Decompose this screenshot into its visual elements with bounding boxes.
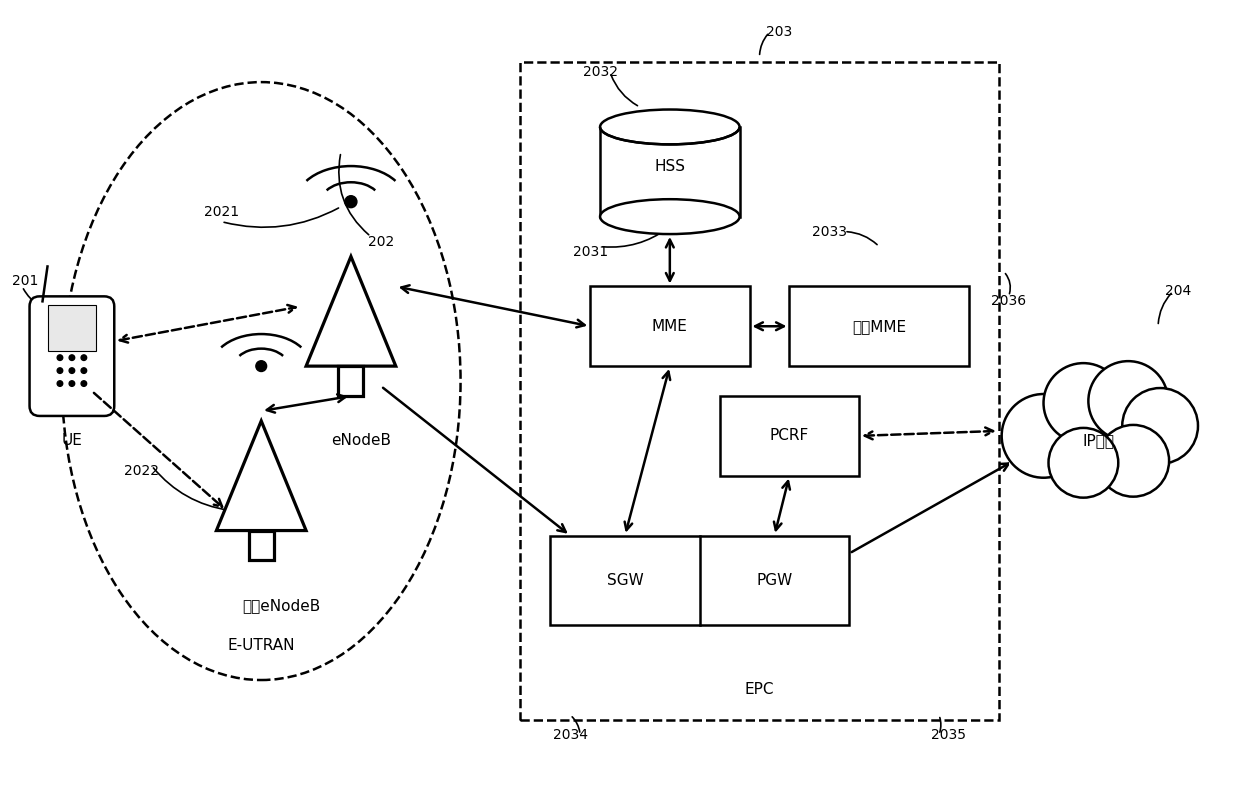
Text: 其它eNodeB: 其它eNodeB xyxy=(242,598,320,613)
Text: UE: UE xyxy=(62,433,82,449)
Circle shape xyxy=(57,368,63,373)
Text: 201: 201 xyxy=(12,275,38,288)
Text: 2036: 2036 xyxy=(991,294,1027,308)
Polygon shape xyxy=(217,421,306,530)
FancyBboxPatch shape xyxy=(590,287,749,366)
Circle shape xyxy=(1089,361,1168,441)
Ellipse shape xyxy=(600,199,739,234)
Text: 2035: 2035 xyxy=(931,728,966,742)
Polygon shape xyxy=(339,366,363,396)
Circle shape xyxy=(81,368,87,373)
FancyBboxPatch shape xyxy=(790,287,968,366)
Text: MME: MME xyxy=(652,319,688,334)
Circle shape xyxy=(69,368,74,373)
Circle shape xyxy=(1097,425,1169,497)
Polygon shape xyxy=(1008,411,1188,465)
Text: SGW: SGW xyxy=(606,573,644,588)
FancyBboxPatch shape xyxy=(47,304,97,351)
Circle shape xyxy=(1122,388,1198,464)
FancyBboxPatch shape xyxy=(30,296,114,416)
Text: 202: 202 xyxy=(368,235,394,248)
FancyBboxPatch shape xyxy=(551,536,849,626)
Polygon shape xyxy=(249,530,274,561)
Circle shape xyxy=(1044,363,1123,443)
Text: 2021: 2021 xyxy=(203,205,239,219)
Circle shape xyxy=(69,355,74,360)
Text: 2034: 2034 xyxy=(553,728,588,742)
Text: IP业务: IP业务 xyxy=(1083,433,1115,449)
Text: EPC: EPC xyxy=(745,682,774,698)
Circle shape xyxy=(81,380,87,386)
Text: 203: 203 xyxy=(766,26,792,39)
Ellipse shape xyxy=(600,110,739,144)
FancyBboxPatch shape xyxy=(719,396,859,476)
Text: eNodeB: eNodeB xyxy=(331,433,391,449)
Text: PGW: PGW xyxy=(756,573,792,588)
Text: 2022: 2022 xyxy=(124,464,159,477)
Text: PCRF: PCRF xyxy=(770,429,808,444)
Circle shape xyxy=(81,355,87,360)
Text: 2031: 2031 xyxy=(573,244,608,259)
Text: 204: 204 xyxy=(1164,284,1192,299)
Circle shape xyxy=(345,195,357,207)
Polygon shape xyxy=(600,127,739,216)
Polygon shape xyxy=(306,256,396,366)
Circle shape xyxy=(69,380,74,386)
Circle shape xyxy=(255,360,267,372)
Circle shape xyxy=(1002,394,1085,477)
Text: E-UTRAN: E-UTRAN xyxy=(227,638,295,653)
Text: 2033: 2033 xyxy=(812,224,847,239)
Circle shape xyxy=(57,380,63,386)
Text: HSS: HSS xyxy=(655,159,686,175)
Text: 2032: 2032 xyxy=(583,65,618,79)
Text: 其它MME: 其它MME xyxy=(852,319,906,334)
Circle shape xyxy=(1049,428,1118,497)
Circle shape xyxy=(57,355,63,360)
